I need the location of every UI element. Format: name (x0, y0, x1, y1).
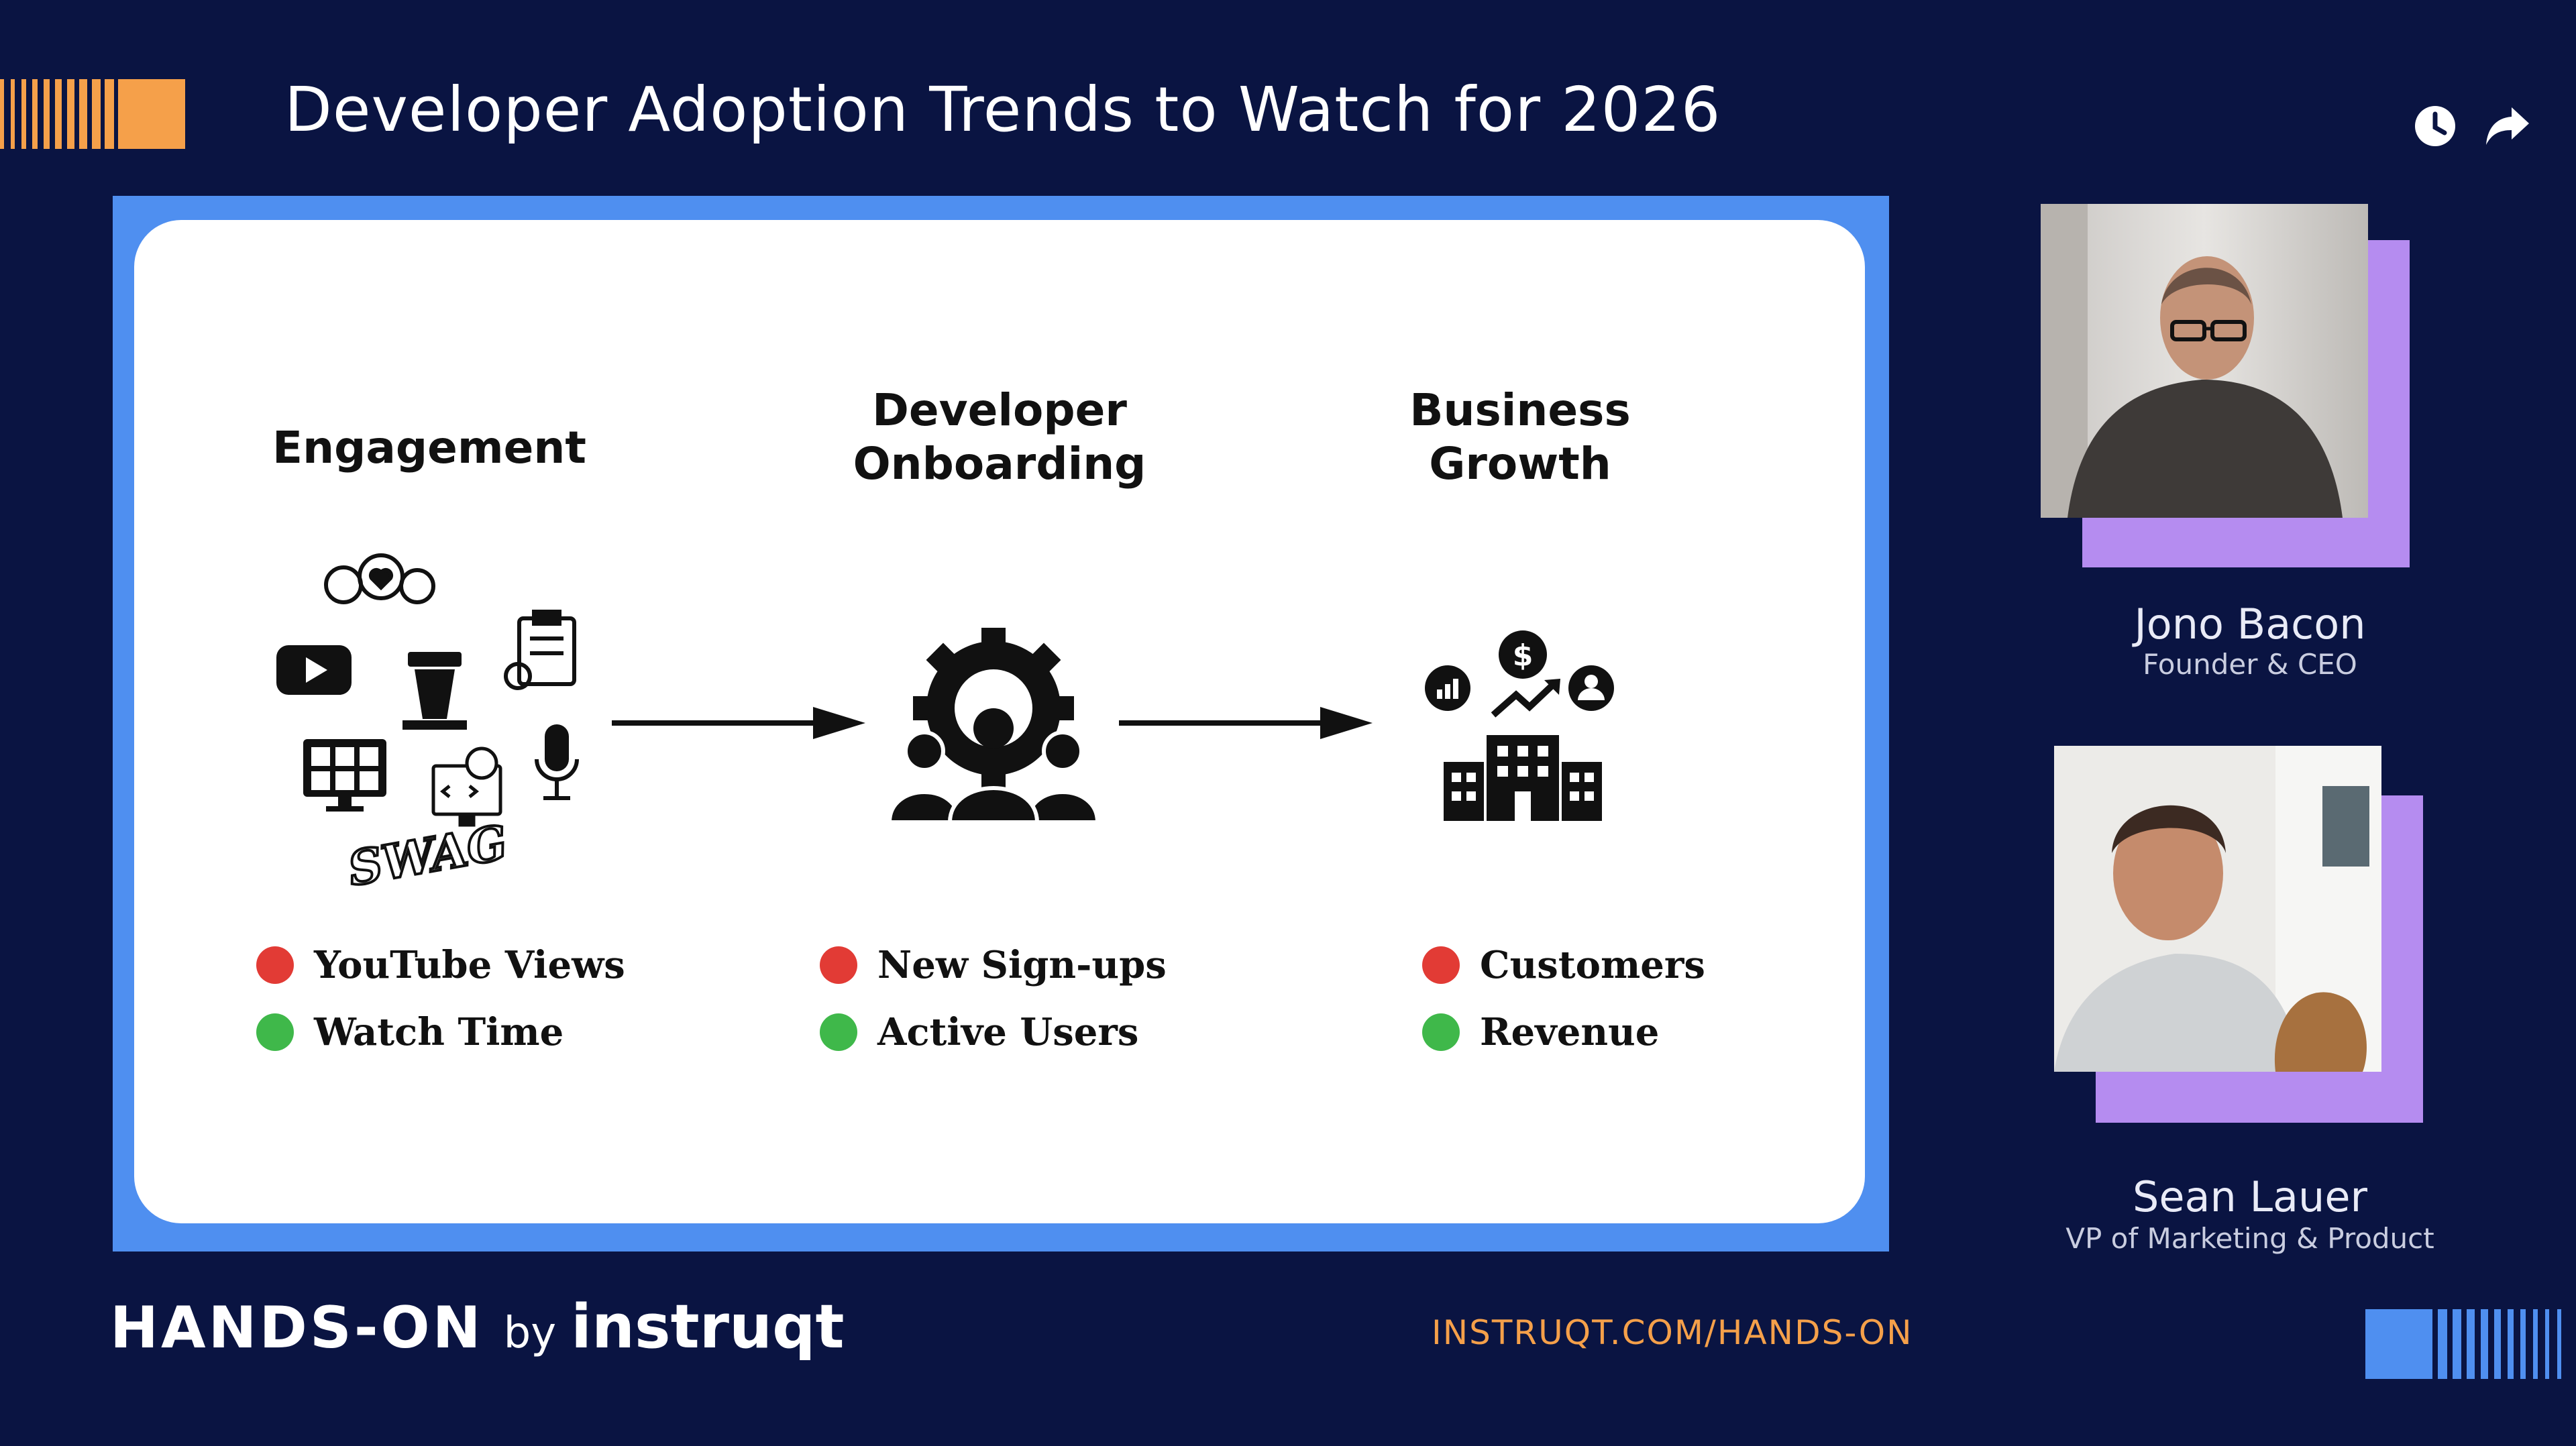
metric-label: YouTube Views (314, 943, 625, 987)
page-title: Developer Adoption Trends to Watch for 2… (284, 74, 1721, 146)
brand-by: by (503, 1309, 557, 1358)
speaker-name: Jono Bacon (2134, 600, 2366, 649)
engagement-icons-cluster: SWAG (268, 545, 604, 898)
video-meeting-icon (303, 739, 386, 812)
youtube-icon (276, 645, 352, 695)
metric-label: New Sign-ups (877, 943, 1167, 987)
column-heading-developer-onboarding: Developer Onboarding (825, 384, 1174, 491)
red-status-dot (820, 946, 857, 984)
heading-line: Growth (1429, 438, 1611, 490)
metric-label: Revenue (1480, 1010, 1660, 1054)
microphone-icon (535, 724, 579, 800)
metric-item: Watch Time (256, 1010, 564, 1054)
red-status-dot (1422, 946, 1460, 984)
heading-line: Developer (872, 384, 1127, 436)
share-icon[interactable] (2482, 101, 2533, 152)
decorative-stripes-top-left (0, 79, 215, 149)
column-heading-business-growth: Business Growth (1346, 384, 1695, 491)
green-status-dot (256, 1013, 294, 1051)
metric-label: Watch Time (314, 1010, 564, 1054)
clipboard-icon (504, 610, 576, 690)
svg-text:$: $ (1513, 638, 1534, 673)
arrow-onboarding-to-growth (1119, 703, 1374, 743)
red-status-dot (256, 946, 294, 984)
metric-label: Active Users (877, 1010, 1139, 1054)
heading-line: Engagement (272, 422, 586, 474)
clock-icon[interactable] (2410, 101, 2461, 152)
heading-line: Onboarding (853, 438, 1146, 490)
green-status-dot (820, 1013, 857, 1051)
metric-item: Customers (1422, 943, 1705, 987)
brand-logo: HANDS-ON by instruqt (110, 1292, 845, 1362)
podium-icon (402, 652, 467, 730)
brand-hands-on: HANDS-ON (110, 1294, 484, 1361)
metric-item: YouTube Views (256, 943, 625, 987)
decorative-stripes-bottom-right (2365, 1309, 2576, 1379)
metric-item: New Sign-ups (820, 943, 1167, 987)
column-heading-engagement: Engagement (255, 421, 604, 475)
team-gear-icon (887, 628, 1100, 824)
footer-url[interactable]: INSTRUQT.COM/HANDS-ON (1432, 1313, 1913, 1352)
speaker-role: VP of Marketing & Product (2065, 1222, 2434, 1255)
speaker-2-video (2054, 746, 2381, 1072)
speaker-1-video (2041, 204, 2368, 518)
svg-text:SWAG: SWAG (344, 814, 512, 893)
metric-item: Active Users (820, 1010, 1138, 1054)
brand-instruqt: instruqt (571, 1292, 845, 1362)
metric-item: Revenue (1422, 1010, 1659, 1054)
reactions-bubble-icon (324, 553, 435, 604)
business-growth-icon: $ (1422, 628, 1623, 822)
code-award-icon (431, 746, 502, 827)
green-status-dot (1422, 1013, 1460, 1051)
speaker-role: Founder & CEO (2143, 648, 2357, 681)
speaker-name: Sean Lauer (2133, 1172, 2367, 1221)
swag-icon: SWAG (343, 813, 513, 898)
metric-label: Customers (1480, 943, 1705, 987)
arrow-engagement-to-onboarding (612, 703, 867, 743)
heading-line: Business (1409, 384, 1631, 436)
